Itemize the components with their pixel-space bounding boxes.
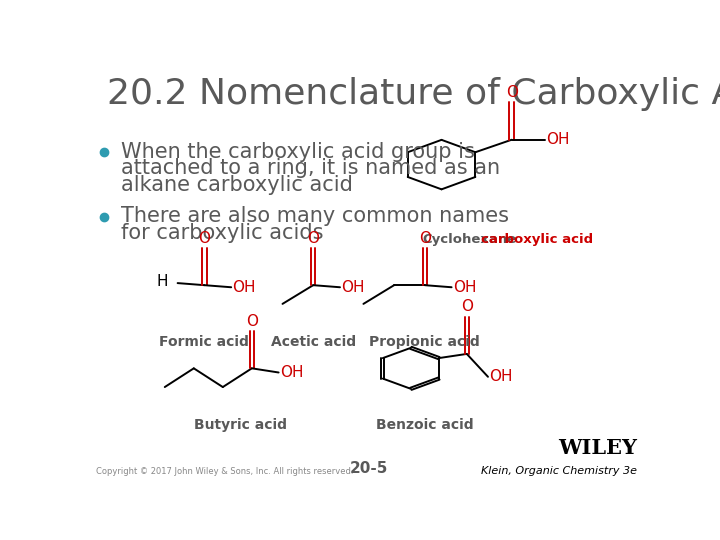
Text: O: O [505,85,518,100]
Text: O: O [419,231,431,246]
Text: O: O [461,299,473,314]
Text: attached to a ring, it is named as an: attached to a ring, it is named as an [121,158,500,178]
Text: Acetic acid: Acetic acid [271,335,356,349]
Text: O: O [307,231,319,246]
Text: Cyclohexane: Cyclohexane [422,233,516,246]
Text: OH: OH [489,369,513,384]
Text: Copyright © 2017 John Wiley & Sons, Inc. All rights reserved.: Copyright © 2017 John Wiley & Sons, Inc.… [96,468,353,476]
Text: Propionic acid: Propionic acid [369,335,480,349]
Text: O: O [246,314,258,329]
Text: OH: OH [341,280,364,295]
Text: Klein, Organic Chemistry 3e: Klein, Organic Chemistry 3e [481,467,637,476]
Text: carboxylic acid: carboxylic acid [481,233,593,246]
Text: H: H [157,274,168,288]
Text: alkane carboxylic acid: alkane carboxylic acid [121,175,353,195]
Text: OH: OH [279,365,303,380]
Text: Formic acid: Formic acid [159,335,249,349]
Text: 20.2 Nomenclature of Carboxylic Acids: 20.2 Nomenclature of Carboxylic Acids [107,77,720,111]
Text: 20-5: 20-5 [350,462,388,476]
Text: OH: OH [233,280,256,295]
Text: OH: OH [546,132,570,147]
Text: O: O [199,231,210,246]
Text: Benzoic acid: Benzoic acid [376,418,474,432]
Text: Butyric acid: Butyric acid [194,418,287,432]
Text: When the carboxylic acid group is: When the carboxylic acid group is [121,141,474,161]
Text: for carboxylic acids: for carboxylic acids [121,223,323,243]
Text: WILEY: WILEY [558,438,637,458]
Text: OH: OH [453,280,476,295]
Text: There are also many common names: There are also many common names [121,206,509,226]
